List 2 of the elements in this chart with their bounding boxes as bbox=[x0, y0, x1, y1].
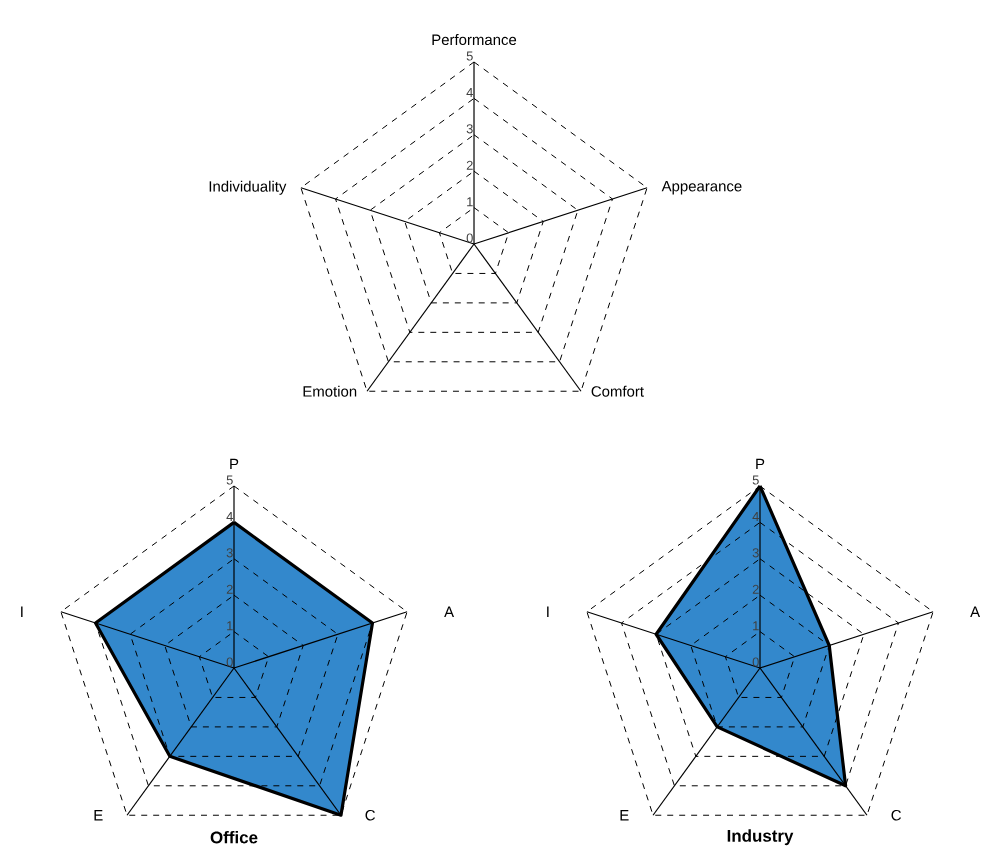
text: Industry bbox=[727, 829, 794, 846]
text: Office bbox=[210, 831, 258, 844]
